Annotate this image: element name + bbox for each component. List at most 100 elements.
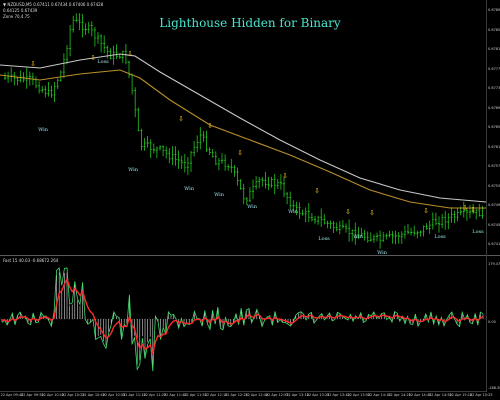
signal-result-label: Loss [472,229,484,235]
candle [400,231,404,244]
candle [13,71,16,86]
candle [295,201,298,216]
candle [258,176,261,189]
candle [118,53,122,59]
candle [431,212,435,230]
price-tick-label: 0.67410 [488,242,500,246]
candle [196,135,199,153]
candle [128,60,131,79]
time-tick-label: 22 Apr 10:10 [41,393,65,397]
candle [416,230,419,239]
candle [162,145,165,157]
candle [208,147,211,156]
signal-arrow-icon: ⇩ [314,187,320,195]
candle [168,148,171,164]
candle [205,130,208,152]
price-tick-label: 0.67770 [488,66,500,71]
time-tick-label: 22 Apr 10:40 [82,393,106,397]
candle [310,213,314,222]
candle [447,213,450,230]
candle [478,203,481,217]
candle [22,72,25,83]
signal-result-label: Loss [434,234,446,240]
signal-arrow-icon: ⇩ [282,172,288,180]
indicator-caption: Fast 15 40.03 -0.68672 264 [3,258,59,263]
price-tick-label: 0.67810 [488,47,500,51]
candle [202,131,205,142]
candle [326,220,329,229]
candle [69,24,72,57]
candle [273,173,277,195]
candle [283,177,286,198]
candle [149,139,153,159]
time-tick-label: 22 Apr 13:40 [326,393,350,397]
candle [146,135,149,148]
candle [462,201,466,218]
time-tick-label: 22 Apr 12:40 [245,393,269,397]
candle [87,21,91,34]
candle [90,21,94,37]
price-tick-label: 0.67450 [488,222,500,227]
signal-result-label: Win [288,209,299,215]
candle [422,225,425,237]
candle [335,222,339,232]
candle [270,176,273,188]
indicator-tick-label: 0.00 [488,320,496,324]
signal-result-label: Loss [318,236,330,242]
candle [239,179,242,190]
signal-result-label: Win [128,167,139,173]
candle [360,227,363,237]
candle [372,234,376,243]
candle [106,45,109,59]
candle [97,32,100,44]
price-tick-label: 0.67530 [488,183,500,188]
candle [66,45,69,65]
candle [38,81,41,94]
signal-arrow-icon: ⇩ [470,206,476,214]
candle [78,13,81,31]
candle [314,215,317,225]
candle [174,146,177,166]
candle [434,212,438,226]
candle [59,70,63,82]
candle [233,165,236,177]
candle [19,70,22,83]
time-tick-label: 22 Apr 15:25 [469,393,493,397]
time-tick-label: 22 Apr 14:40 [408,393,432,397]
candle [407,223,410,235]
candle [255,176,258,190]
candle [428,220,432,234]
indicator-pane[interactable] [0,256,487,391]
candle [177,150,180,169]
candle [53,82,56,103]
time-tick-label: 22 Apr 12:25 [224,393,248,397]
time-tick-label: 22 Apr 14:25 [388,393,412,397]
signal-arrow-icon: ⇩ [423,207,429,215]
candle [363,229,366,241]
candle [345,223,348,233]
candle [236,167,239,186]
candle [267,177,270,190]
price-tick-label: 0.67730 [488,86,500,90]
price-tick-label: 0.67850 [488,27,500,32]
moving-average-fast [0,53,487,203]
candle [155,146,159,159]
candle [84,23,87,36]
candle [75,13,78,23]
candle [103,35,106,54]
candle [394,230,397,245]
candle [338,221,342,235]
candle [351,229,354,242]
candle [186,157,190,175]
pane-divider[interactable] [0,255,500,256]
candle [152,143,156,154]
candle [450,207,453,223]
time-tick-label: 22 Apr 12:55 [265,393,289,397]
signal-result-label: Win [184,186,195,192]
candle [413,225,416,237]
candle [410,227,413,236]
candle [354,222,357,245]
candle [193,141,196,157]
candle [425,222,428,230]
